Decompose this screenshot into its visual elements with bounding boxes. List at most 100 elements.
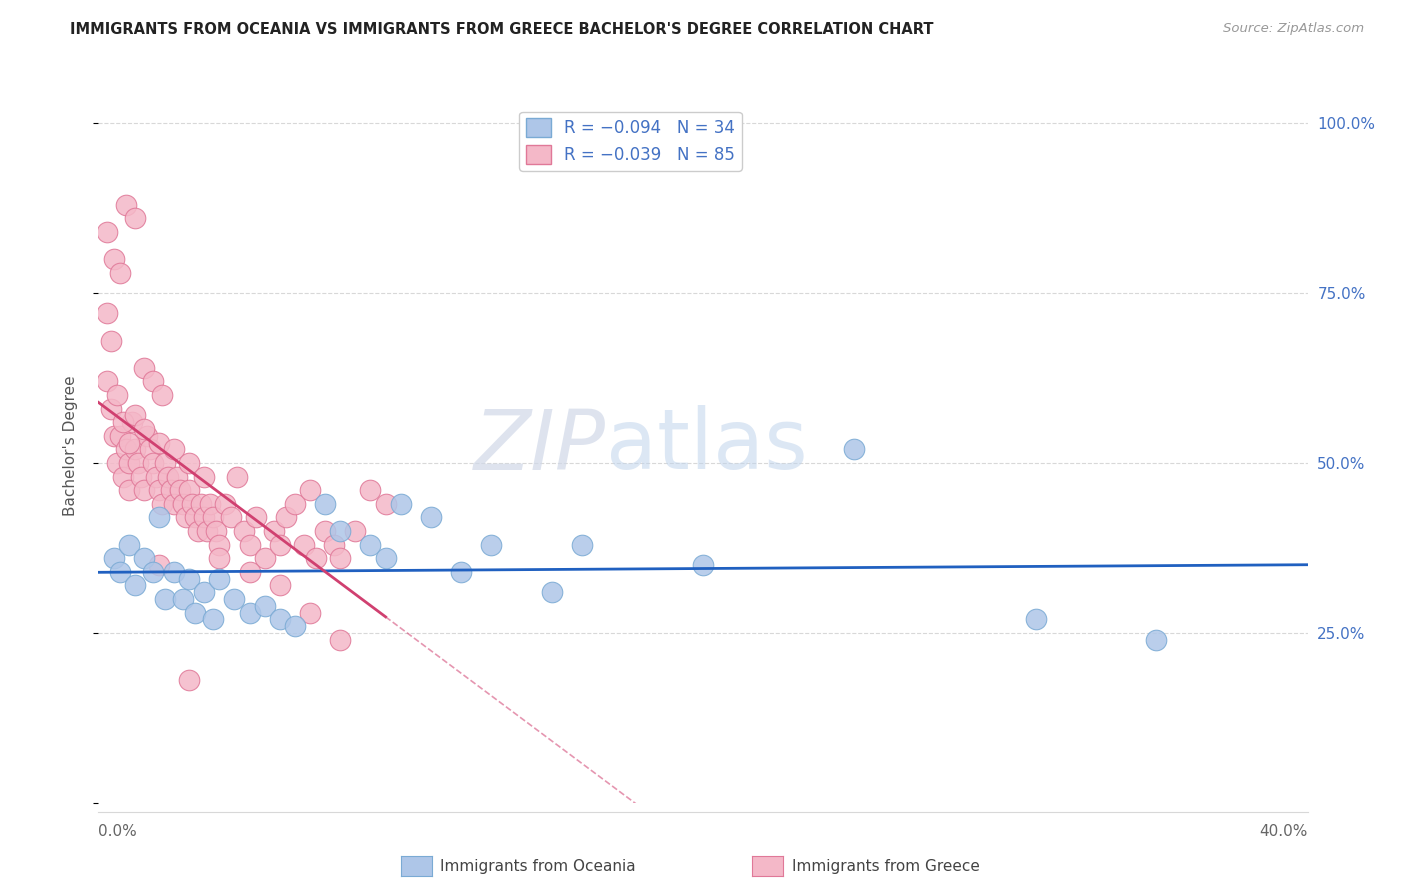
Point (226, 469, 249, 483)
Point (692, 558, 714, 572)
Point (269, 612, 291, 626)
Point (150, 497, 173, 511)
Point (239, 537, 262, 551)
Point (184, 510, 207, 524)
Point (142, 375, 165, 389)
Point (208, 537, 231, 551)
Text: ZIP: ZIP (474, 406, 606, 486)
Point (156, 469, 179, 483)
Point (205, 524, 228, 538)
Point (374, 551, 396, 566)
Point (153, 591, 176, 606)
Point (150, 388, 173, 402)
Point (160, 483, 183, 498)
Point (132, 551, 155, 566)
Point (323, 537, 346, 551)
Point (132, 422, 155, 436)
Text: 0.0%: 0.0% (98, 824, 138, 839)
Point (148, 510, 170, 524)
Point (253, 551, 276, 566)
Point (114, 442, 136, 457)
Point (253, 599, 276, 613)
Legend: R = −0.094   N = 34, R = −0.039   N = 85: R = −0.094 N = 34, R = −0.039 N = 85 (519, 112, 742, 170)
Point (96, 306, 118, 320)
Point (179, 456, 201, 470)
Point (190, 497, 212, 511)
Point (305, 551, 328, 566)
Point (292, 537, 315, 551)
Point (172, 497, 194, 511)
Point (329, 632, 352, 647)
Point (169, 483, 191, 498)
Point (193, 585, 215, 599)
Point (269, 537, 291, 551)
Point (103, 551, 125, 566)
Point (111, 469, 134, 483)
Point (153, 456, 176, 470)
Point (114, 198, 136, 212)
Point (108, 266, 131, 280)
Point (314, 497, 336, 511)
Point (163, 565, 186, 579)
Point (108, 565, 131, 579)
Point (96, 225, 118, 239)
Point (263, 524, 285, 538)
Point (166, 469, 188, 483)
Point (142, 456, 165, 470)
Point (389, 497, 412, 511)
Point (329, 524, 352, 538)
Point (1144, 632, 1167, 647)
Point (100, 334, 122, 348)
Point (148, 558, 170, 572)
Text: IMMIGRANTS FROM OCEANIA VS IMMIGRANTS FROM GREECE BACHELOR'S DEGREE CORRELATION : IMMIGRANTS FROM OCEANIA VS IMMIGRANTS FR… (70, 22, 934, 37)
Point (344, 524, 367, 538)
Point (208, 572, 231, 586)
Point (232, 524, 254, 538)
Point (221, 510, 243, 524)
Point (184, 606, 207, 620)
Point (284, 619, 307, 633)
Point (193, 510, 215, 524)
Point (148, 483, 170, 498)
Point (124, 211, 146, 226)
Point (132, 483, 155, 498)
Point (195, 524, 218, 538)
Point (135, 429, 157, 443)
Text: Immigrants from Oceania: Immigrants from Oceania (440, 859, 636, 873)
Point (208, 551, 231, 566)
Point (202, 612, 225, 626)
Point (1024, 612, 1046, 626)
Y-axis label: Bachelor's Degree: Bachelor's Degree (63, 376, 77, 516)
Point (284, 497, 307, 511)
Point (132, 360, 155, 375)
Point (299, 606, 322, 620)
Point (100, 401, 122, 416)
Point (124, 409, 146, 423)
Point (103, 252, 125, 266)
Text: atlas: atlas (606, 406, 808, 486)
Text: Immigrants from Greece: Immigrants from Greece (792, 859, 980, 873)
Text: 40.0%: 40.0% (1260, 824, 1308, 839)
Point (374, 497, 396, 511)
Point (224, 591, 246, 606)
Point (844, 442, 866, 457)
Text: Source: ZipAtlas.com: Source: ZipAtlas.com (1223, 22, 1364, 36)
Point (329, 551, 352, 566)
Point (145, 469, 167, 483)
Point (124, 442, 146, 457)
Point (118, 456, 141, 470)
Point (142, 565, 165, 579)
Point (174, 510, 197, 524)
Point (118, 483, 141, 498)
Point (239, 606, 262, 620)
Point (96, 375, 118, 389)
Point (360, 483, 382, 498)
Point (200, 497, 222, 511)
Point (118, 537, 141, 551)
Point (148, 435, 170, 450)
Point (127, 456, 149, 470)
Point (450, 565, 472, 579)
Point (121, 415, 143, 429)
Point (105, 388, 128, 402)
Point (481, 537, 503, 551)
